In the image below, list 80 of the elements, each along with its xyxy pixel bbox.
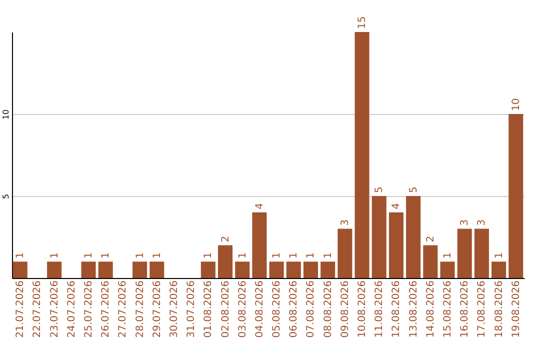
bar [372, 196, 386, 278]
bar [150, 262, 164, 278]
data-label: 3 [460, 219, 471, 226]
bar [252, 212, 267, 278]
data-label: 3 [476, 219, 488, 226]
x-tick-label: 24.07.2026 [66, 280, 78, 338]
data-label: 1 [152, 252, 163, 259]
x-tick-label: 11.08.2026 [374, 280, 386, 338]
x-tick-label: 27.07.2026 [118, 280, 129, 338]
x-tick-label: 22.07.2026 [32, 280, 44, 338]
data-label: 5 [374, 186, 386, 193]
data-label: 15 [357, 16, 368, 29]
data-label: 1 [322, 252, 334, 259]
x-tick-label: 18.08.2026 [494, 280, 505, 338]
x-tick-label: 10.08.2026 [357, 280, 368, 338]
x-tick-label: 07.08.2026 [306, 280, 317, 338]
x-tick-label: 16.08.2026 [460, 280, 471, 338]
x-tick-label: 03.08.2026 [237, 280, 248, 338]
x-tick-label: 04.08.2026 [254, 280, 266, 338]
bar [47, 262, 62, 278]
x-tick-label: 13.08.2026 [408, 280, 420, 338]
data-label: 1 [203, 252, 214, 259]
data-label: 1 [100, 252, 112, 259]
bar [269, 262, 284, 278]
x-tick-label: 14.08.2026 [425, 280, 436, 338]
bar [440, 262, 455, 278]
x-tick-label: 05.08.2026 [272, 280, 283, 338]
data-label: 1 [49, 252, 60, 259]
data-label: 1 [442, 252, 454, 259]
bar [406, 196, 421, 278]
bar [200, 262, 216, 278]
bar [235, 262, 250, 278]
bar [303, 262, 318, 278]
data-label: 1 [237, 252, 248, 259]
bar [492, 262, 506, 278]
x-tick-label: 25.07.2026 [84, 280, 94, 338]
data-label: 1 [288, 252, 300, 259]
bar [423, 245, 438, 278]
x-tick-label: 09.08.2026 [340, 280, 351, 338]
bar [474, 228, 489, 278]
x-tick-label: 23.07.2026 [49, 280, 60, 338]
x-tick-label: 30.07.2026 [168, 280, 180, 338]
data-label: 1 [306, 252, 317, 259]
x-tick-label: 08.08.2026 [322, 280, 334, 338]
bar [81, 262, 96, 278]
x-tick-label: 12.08.2026 [391, 280, 402, 338]
data-label: 1 [272, 252, 283, 259]
x-tick-label: 06.08.2026 [288, 280, 300, 338]
bar [218, 245, 233, 278]
data-label: 4 [254, 203, 266, 210]
bar [338, 228, 352, 278]
data-label: 2 [425, 236, 436, 242]
x-tick-label: 28.07.2026 [134, 280, 146, 338]
x-tick-label: 01.08.2026 [203, 280, 214, 338]
x-tick-label: 02.08.2026 [220, 280, 232, 338]
x-tick-label: 15.08.2026 [442, 280, 454, 338]
bar [508, 114, 524, 278]
bar [388, 212, 404, 278]
data-label: 10 [510, 98, 522, 111]
bar [132, 262, 148, 278]
x-tick-label: 31.07.2026 [186, 280, 198, 338]
data-label: 3 [340, 219, 351, 226]
x-tick-label: 29.07.2026 [152, 280, 163, 338]
x-tick-label: 17.08.2026 [476, 280, 488, 338]
x-tick-label: 19.08.2026 [510, 280, 522, 338]
data-label: 2 [220, 236, 232, 242]
bar [320, 262, 336, 278]
bar [354, 32, 370, 278]
data-label: 1 [494, 252, 505, 259]
bar [12, 262, 28, 278]
data-label: 1 [134, 252, 146, 259]
x-tick-label: 21.07.2026 [15, 280, 26, 338]
x-tick-label: 26.07.2026 [100, 280, 112, 338]
data-label: 1 [84, 252, 94, 259]
bar [457, 228, 472, 278]
data-label: 1 [15, 252, 26, 259]
data-label: 5 [408, 186, 420, 193]
bar [98, 262, 113, 278]
bar [286, 262, 301, 278]
data-label: 4 [391, 203, 402, 210]
